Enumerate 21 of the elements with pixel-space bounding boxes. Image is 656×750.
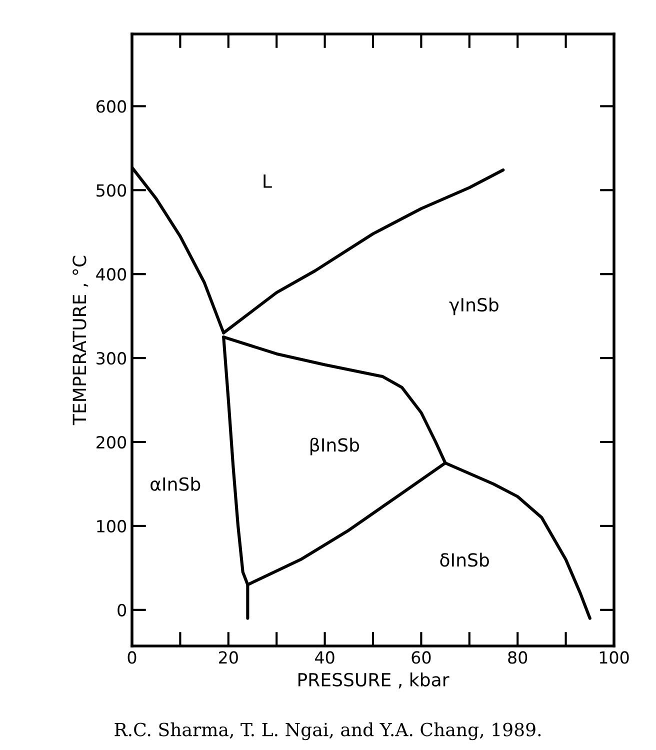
- x-tick-label: 0: [128, 651, 136, 664]
- y-tick-label: 600: [96, 100, 126, 113]
- y-tick-label: 0: [118, 604, 126, 616]
- annotation: L: [264, 174, 272, 188]
- x-tick-label: 100: [600, 651, 629, 664]
- annotation: βInSb: [310, 438, 360, 456]
- x-tick-label: 20: [219, 651, 238, 664]
- y-tick-label: 400: [96, 268, 126, 281]
- x-tick-label: 60: [412, 651, 431, 664]
- annotation: γInSb: [449, 298, 498, 316]
- text: R.C. Sharma, T. L. Ngai, and Y.A. Chang, 1989.: [114, 722, 541, 740]
- y-tick-label: 300: [96, 352, 126, 365]
- y-tick-label: 200: [96, 436, 126, 449]
- annotation: αInSb: [150, 476, 200, 491]
- annotation: δInSb: [440, 552, 489, 567]
- y-tick-label: 500: [96, 184, 126, 197]
- x-tick-label: 80: [508, 651, 528, 664]
- y-tick-label: 100: [97, 520, 126, 533]
- x-tick-label: 40: [315, 651, 334, 664]
- x-axis-title: PRESSURE , kbar: [298, 672, 450, 688]
- y-axis-title: TEMPERATURE , °C: [72, 256, 88, 426]
